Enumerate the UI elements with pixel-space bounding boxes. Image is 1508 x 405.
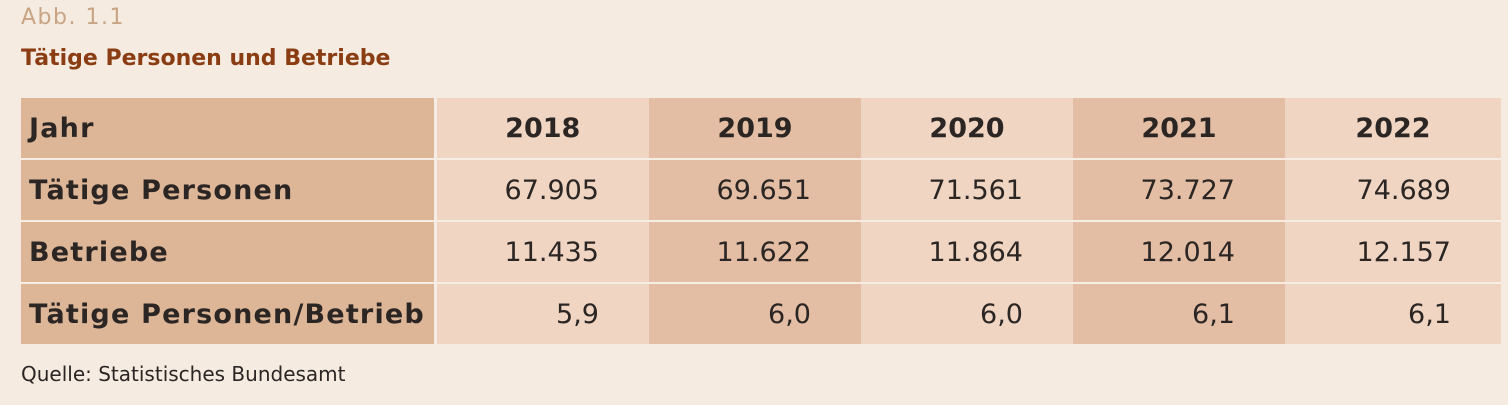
- header-year-2021: 2021: [1073, 98, 1285, 160]
- table-cell: 74.689: [1285, 159, 1501, 222]
- table-cell: 6,0: [861, 283, 1073, 344]
- table-cell: 11.435: [435, 221, 649, 284]
- table-cell: 11.622: [649, 221, 861, 284]
- table-cell: 6,1: [1285, 283, 1501, 344]
- table-cell: 12.157: [1285, 221, 1501, 284]
- table-row: Betriebe 11.435 11.622 11.864 12.014 12.…: [21, 221, 1501, 284]
- row-label: Tätige Personen: [21, 159, 437, 222]
- figure-label: Abb. 1.1: [21, 5, 125, 30]
- data-table: Jahr 2018 2019 2020 2021 2022 Tätige Per…: [21, 98, 1501, 344]
- row-label: Betriebe: [21, 221, 437, 284]
- table-row: Tätige Personen/Betrieb 5,9 6,0 6,0 6,1 …: [21, 283, 1501, 344]
- table-cell: 12.014: [1073, 221, 1285, 284]
- row-label: Tätige Personen/Betrieb: [21, 283, 437, 344]
- source-note: Quelle: Statistisches Bundesamt: [21, 362, 346, 386]
- table-cell: 73.727: [1073, 159, 1285, 222]
- table-row: Tätige Personen 67.905 69.651 71.561 73.…: [21, 159, 1501, 222]
- table-cell: 6,1: [1073, 283, 1285, 344]
- header-row: Jahr 2018 2019 2020 2021 2022: [21, 98, 1501, 160]
- header-year-2018: 2018: [435, 98, 649, 160]
- table-cell: 6,0: [649, 283, 861, 344]
- table-cell: 71.561: [861, 159, 1073, 222]
- header-year-2020: 2020: [861, 98, 1073, 160]
- table-cell: 11.864: [861, 221, 1073, 284]
- header-year-2022: 2022: [1285, 98, 1501, 160]
- header-year-2019: 2019: [649, 98, 861, 160]
- table-cell: 69.651: [649, 159, 861, 222]
- chart-title: Tätige Personen und Betriebe: [21, 46, 391, 71]
- table-cell: 5,9: [435, 283, 649, 344]
- table-cell: 67.905: [435, 159, 649, 222]
- header-label-cell: Jahr: [21, 98, 437, 160]
